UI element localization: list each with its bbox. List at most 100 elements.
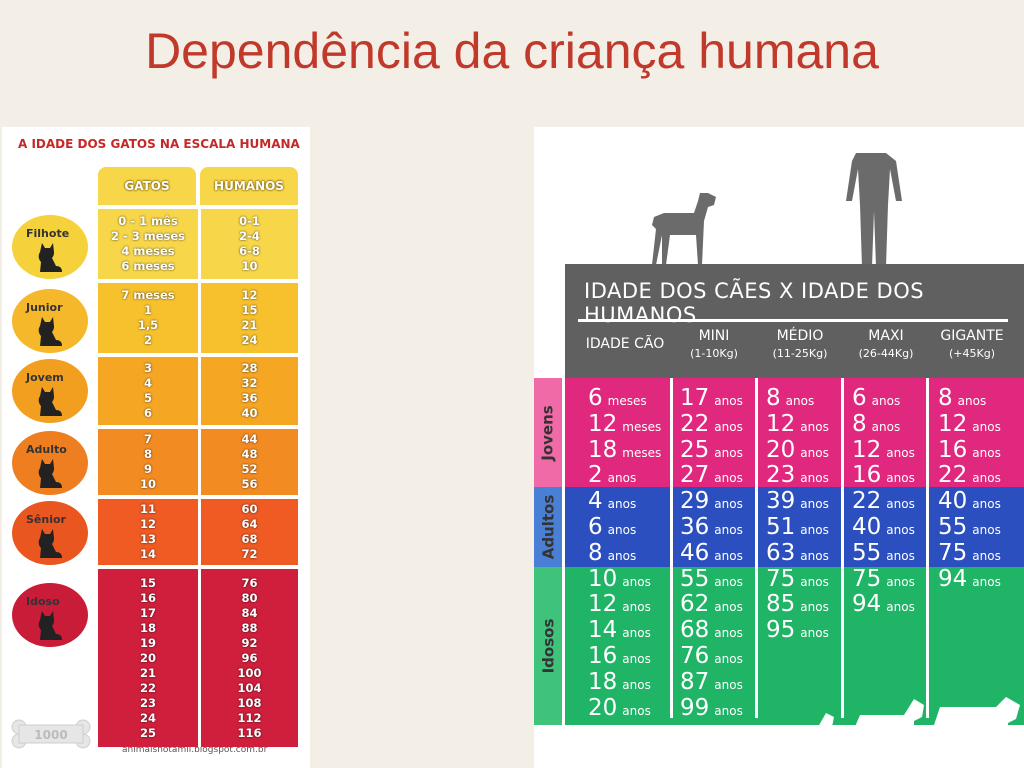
cat-humanos-value: 64 (241, 517, 258, 531)
dog-unit: anos (972, 471, 1001, 486)
cat-gatos-value: 13 (139, 532, 156, 546)
dog-unit: anos (714, 523, 743, 537)
dog-mini-cell: 99 anos (680, 695, 743, 721)
dog-gigante-cell: 22 anos (938, 462, 1001, 488)
dog-unit: anos (800, 523, 829, 537)
dog-age-cell: 16 anos (588, 643, 651, 669)
cat-humanos-value: 6-8 (239, 244, 260, 258)
cat-humanos-value: 2-4 (239, 229, 260, 243)
dog-maxi-cell: 8 anos (852, 411, 900, 437)
dog-group-tab: Idosos (534, 567, 562, 725)
dog-table-row: 4 anos 29 anos 39 anos 22 anos 40 anos (534, 488, 1024, 514)
dog-group-band (565, 378, 1024, 487)
cat-gatos-value: 14 (139, 547, 156, 561)
cat-humanos-value: 100 (237, 665, 262, 680)
dog-age-cell: 20 anos (588, 695, 651, 721)
dog-value: 6 (588, 514, 603, 540)
cat-humanos-value: 24 (241, 333, 258, 347)
human-silhouette-icon (846, 127, 902, 267)
cat-gatos-value: 4 meses (121, 244, 175, 258)
dog-value: 85 (766, 591, 796, 618)
cat-stage-row: 7 meses 1 1,5 2 12 15 21 24 (98, 283, 298, 353)
cat-gatos-value: 16 (139, 590, 156, 605)
dog-colhead-name: MINI (698, 328, 730, 344)
dog-mini-cell: 55 anos (680, 566, 743, 592)
dog-value: 8 (588, 539, 603, 566)
cat-humanos-value: 10 (241, 259, 258, 273)
dog-table-row: 6 anos 36 anos 51 anos 40 anos 55 anos (534, 514, 1024, 540)
cat-stage-label: Junior (26, 301, 63, 314)
dog-table-row: 18 anos 87 anos (534, 669, 1024, 695)
cat-gatos-cell: 7 8 9 10 (98, 429, 198, 495)
cat-silhouette-icon (38, 529, 62, 558)
dog-colhead-idade: IDADE CÃO (580, 335, 670, 353)
dog-colhead-sub: (26-44Kg) (858, 347, 914, 360)
cat-gatos-value: 17 (139, 605, 156, 620)
cat-gatos-value: 19 (139, 635, 156, 650)
dog-value: 62 (680, 591, 710, 618)
dog-value: 18 (588, 668, 618, 695)
cat-gatos-cell: 15 16 17 18 19 20 21 22 23 24 25 (98, 569, 198, 747)
dog-unit: anos (622, 703, 651, 718)
dog-value: 51 (766, 514, 796, 540)
dog-group-band (565, 487, 1024, 567)
dog-medio-cell: 8 anos (766, 385, 814, 411)
dog-gigante-cell: 12 anos (938, 411, 1001, 437)
cat-stage-row: 3 4 5 6 28 32 36 40 (98, 357, 298, 425)
dog-value: 46 (680, 539, 710, 566)
dog-colhead-medio: MÉDIO (11-25Kg) (758, 327, 842, 363)
dog-column-separator (670, 378, 673, 718)
cat-infographic-heading: A IDADE DOS GATOS NA ESCALA HUMANA (18, 137, 300, 151)
dog-unit: anos (871, 394, 901, 408)
cat-humanos-value: 12 (241, 288, 258, 302)
cat-gatos-value: 9 (143, 462, 152, 476)
dog-mini-cell: 29 anos (680, 488, 743, 514)
cat-silhouette-icon (38, 387, 62, 416)
dog-value: 16 (852, 462, 882, 489)
dog-maxi-cell: 55 anos (852, 540, 915, 566)
cat-gatos-value: 21 (139, 665, 156, 680)
dog-unit: anos (800, 445, 829, 460)
cat-gatos-value: 3 (143, 361, 152, 375)
cat-gatos-value: 7 (143, 432, 152, 446)
dog-value: 20 (766, 436, 796, 463)
cat-gatos-value: 0 - 1 mês (118, 214, 178, 228)
cat-humanos-value: 56 (241, 477, 258, 491)
dog-unit: anos (886, 471, 915, 486)
dog-age-cell: 10 anos (588, 566, 651, 592)
dog-gigante-cell: 55 anos (938, 514, 1001, 540)
dog-colhead-sub: (1-10Kg) (690, 347, 738, 360)
dog-value: 94 (852, 591, 882, 618)
slide-title: Dependência da criança humana (145, 23, 879, 79)
dog-silhouette-icon (652, 193, 716, 265)
dog-mini-cell: 62 anos (680, 591, 743, 617)
cat-stage-circle: Junior (12, 289, 88, 353)
dog-table-row: 12 anos 62 anos 85 anos 94 anos (534, 591, 1024, 617)
dog-table-row: 20 anos 99 anos (534, 695, 1024, 721)
dog-gigante-cell: 94 anos (938, 566, 1001, 592)
dog-unit: anos (800, 497, 829, 512)
dog-value: 12 (766, 410, 796, 437)
cat-gatos-value: 11 (139, 502, 156, 516)
dog-unit: anos (714, 574, 743, 589)
dog-value: 16 (938, 436, 968, 463)
dog-group-band (565, 567, 1024, 725)
dog-table-title: IDADE DOS CÃES X IDADE DOS HUMANOS (584, 279, 925, 327)
cat-humanos-value: 32 (241, 376, 258, 390)
dog-age-cell: 14 anos (588, 617, 651, 643)
dog-value: 87 (680, 668, 710, 695)
cat-humanos-value: 72 (241, 547, 258, 561)
cat-column-header-humanos: HUMANOS (200, 167, 298, 205)
cat-silhouette-icon (38, 459, 62, 488)
dog-value: 20 (588, 694, 618, 721)
dog-unit: anos (886, 574, 915, 589)
dog-mini-cell: 27 anos (680, 462, 743, 488)
cat-gatos-value: 2 - 3 meses (110, 229, 186, 243)
dog-medio-cell: 12 anos (766, 411, 829, 437)
dog-sizes-silhouettes-icon (714, 697, 1020, 768)
cat-humanos-value: 96 (241, 650, 258, 665)
cat-humanos-value: 84 (241, 605, 258, 620)
cat-humanos-cell: 12 15 21 24 (198, 283, 298, 353)
dog-table-row: 18 meses 25 anos 20 anos 12 anos 16 anos (534, 437, 1024, 463)
dog-unit: anos (972, 445, 1001, 460)
